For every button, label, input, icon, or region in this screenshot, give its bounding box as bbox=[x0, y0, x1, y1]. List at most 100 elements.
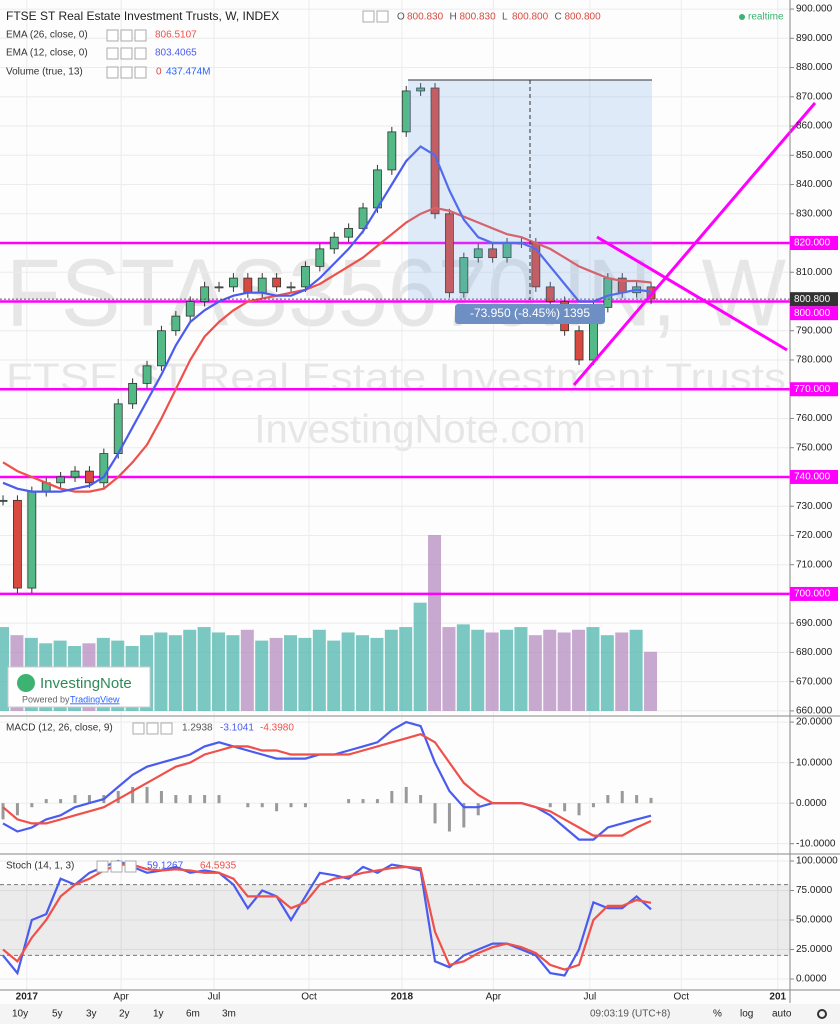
range-button[interactable]: 5y bbox=[52, 1009, 63, 1020]
histogram-bar bbox=[433, 803, 437, 824]
logo-text: InvestingNote bbox=[40, 675, 132, 692]
candle-body bbox=[459, 257, 469, 294]
candle-body bbox=[286, 286, 296, 289]
histogram-bar bbox=[390, 790, 394, 804]
hline-label: 700.000 bbox=[794, 589, 831, 600]
x-tick-label: Apr bbox=[486, 992, 502, 1003]
legend-icon[interactable] bbox=[110, 860, 123, 873]
watermark-symbol: FSTAS35670.IN, W bbox=[6, 239, 786, 346]
x-tick-label: Jul bbox=[583, 992, 596, 1003]
header-icons bbox=[362, 10, 389, 23]
histogram-bar bbox=[44, 799, 48, 804]
legend-icon[interactable] bbox=[160, 722, 173, 735]
legend-icon[interactable] bbox=[124, 860, 137, 873]
legend-icon[interactable] bbox=[106, 66, 119, 79]
candle-body bbox=[315, 248, 325, 267]
legend: EMA (26, close, 0) 806.5107 EMA (12, close… bbox=[6, 29, 294, 873]
legend-icon[interactable] bbox=[146, 722, 159, 735]
log-button[interactable]: log bbox=[740, 1009, 753, 1020]
legend-icon[interactable] bbox=[120, 66, 133, 79]
candle-body bbox=[185, 301, 195, 317]
volume-bar bbox=[572, 629, 586, 711]
range-button[interactable]: 1y bbox=[153, 1009, 164, 1020]
legend-icon[interactable] bbox=[96, 860, 109, 873]
toolbar bbox=[0, 1004, 840, 1024]
histogram-bar bbox=[260, 803, 264, 808]
histogram-bar bbox=[635, 795, 639, 804]
legend-icon[interactable] bbox=[134, 47, 147, 60]
range-button[interactable]: 2y bbox=[119, 1009, 130, 1020]
y-tick-label: 810.000 bbox=[796, 267, 833, 278]
histogram-bar bbox=[577, 803, 581, 816]
legend-icon[interactable] bbox=[134, 66, 147, 79]
percent-button[interactable]: % bbox=[713, 1009, 722, 1020]
candle-body bbox=[142, 365, 152, 384]
volume-bar bbox=[629, 629, 643, 711]
legend-icon[interactable] bbox=[106, 29, 119, 42]
y-tick-label: 20.0000 bbox=[796, 717, 833, 728]
trendline bbox=[596, 235, 788, 352]
legend-icon[interactable] bbox=[132, 722, 145, 735]
legend-icon[interactable] bbox=[106, 47, 119, 60]
symbol-title: FTSE ST Real Estate Investment Trusts, W… bbox=[6, 9, 279, 23]
candle-body bbox=[329, 236, 339, 250]
histogram-bar bbox=[548, 803, 552, 808]
legend-icon[interactable] bbox=[120, 29, 133, 42]
toolbar-buttons: 10y 5y 3y 2y 1y 6m 3m bbox=[12, 1009, 236, 1020]
range-button[interactable]: 10y bbox=[12, 1009, 28, 1020]
y-tick-label: 860.000 bbox=[796, 121, 833, 132]
volume-bar bbox=[514, 627, 528, 711]
icon-settings[interactable] bbox=[376, 10, 389, 23]
volume-bar bbox=[528, 635, 542, 711]
x-tick-label: 2018 bbox=[391, 992, 414, 1003]
y-tick-label: 0.0000 bbox=[796, 798, 827, 809]
volume-bar bbox=[168, 635, 182, 711]
candle-body bbox=[344, 227, 354, 238]
histogram-bar bbox=[289, 803, 293, 808]
histogram-bar bbox=[303, 803, 307, 808]
icon-eye[interactable] bbox=[362, 10, 375, 23]
y-tick-label: -10.0000 bbox=[796, 838, 836, 849]
y-tick-label: 730.000 bbox=[796, 501, 833, 512]
histogram-bar bbox=[159, 790, 163, 804]
legend-icon[interactable] bbox=[120, 47, 133, 60]
last-price-label: 800.800 bbox=[794, 294, 831, 305]
candle-body bbox=[157, 330, 166, 367]
powered-link[interactable]: TradingView bbox=[70, 694, 120, 704]
watermark: FSTAS35670.IN, W FTSE ST Real Estate Inv… bbox=[6, 239, 786, 451]
ohlc: O 800.830 H 800.830 L 800.800 C 800.800 bbox=[397, 12, 601, 23]
range-button[interactable]: 3y bbox=[86, 1009, 97, 1020]
volume-bar bbox=[0, 627, 10, 711]
histogram-bar bbox=[649, 797, 653, 804]
ohlc-value: 800.830 bbox=[460, 12, 497, 23]
legend-name: EMA (12, close, 0) bbox=[6, 48, 88, 59]
histogram-bar bbox=[203, 795, 207, 804]
range-button[interactable]: 6m bbox=[186, 1009, 200, 1020]
legend-name: Volume (true, 13) bbox=[6, 67, 83, 78]
auto-button[interactable]: auto bbox=[772, 1009, 792, 1020]
range-button[interactable]: 3m bbox=[222, 1009, 236, 1020]
legend-value: 806.5107 bbox=[155, 30, 197, 41]
y-tick-label: 75.0000 bbox=[796, 885, 833, 896]
candle-body bbox=[85, 470, 94, 484]
histogram-bar bbox=[246, 803, 250, 808]
volume-bar bbox=[327, 640, 341, 711]
indicator-line bbox=[2, 145, 652, 493]
indicator-line bbox=[2, 733, 652, 837]
y-tick-label: 870.000 bbox=[796, 91, 833, 102]
volume-bar bbox=[356, 635, 370, 711]
legend-icon[interactable] bbox=[134, 29, 147, 42]
candle-body bbox=[128, 382, 138, 405]
y-tick-label: 670.000 bbox=[796, 676, 833, 687]
y-tick-label: 790.000 bbox=[796, 325, 833, 336]
candle-body bbox=[416, 87, 426, 92]
settings-gear[interactable] bbox=[817, 1009, 827, 1019]
hline-label: 740.000 bbox=[794, 472, 831, 483]
volume-bar bbox=[212, 632, 226, 711]
legend-value: 803.4065 bbox=[155, 48, 197, 59]
y-tick-label: 900.000 bbox=[796, 4, 833, 15]
legend-name: EMA (26, close, 0) bbox=[6, 30, 88, 41]
volume-bar bbox=[298, 637, 312, 711]
hline-label-bg bbox=[790, 306, 838, 321]
candle-body bbox=[545, 286, 555, 302]
